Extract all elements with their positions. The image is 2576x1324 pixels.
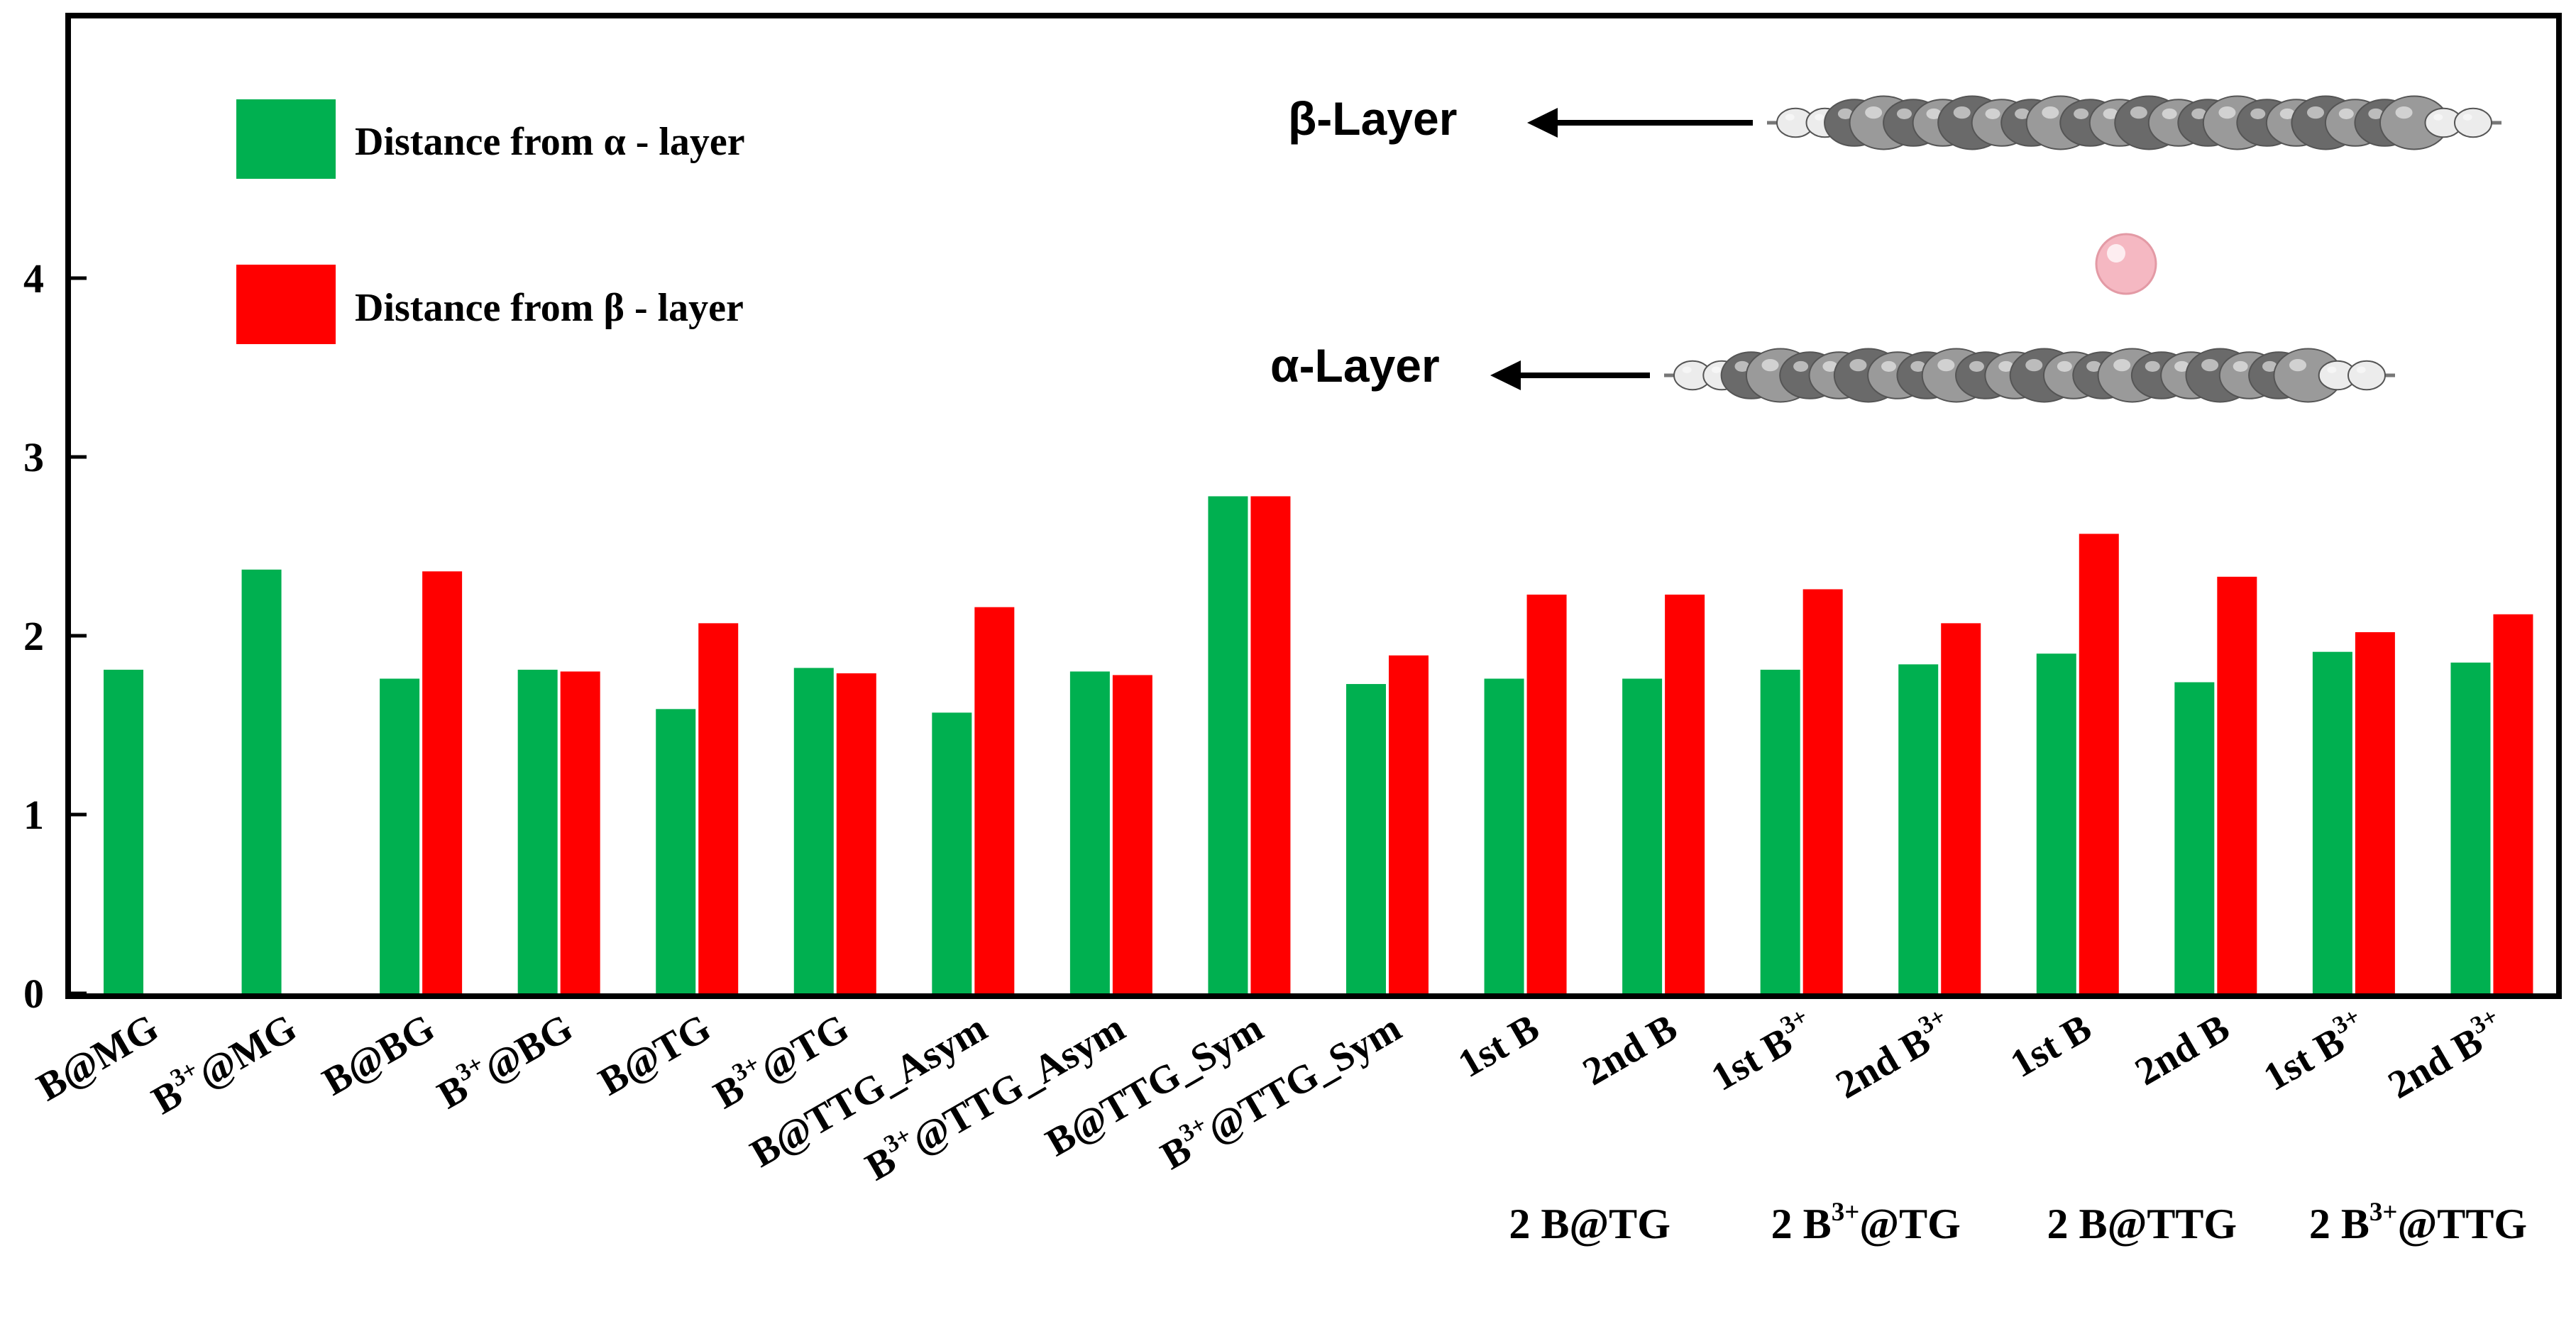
x-tick-label: 1st B [1451,1006,1547,1087]
x-tick-label: B@MG [30,1006,166,1110]
bar [1802,589,1843,993]
legend-label-beta: Distance from β - layer [355,286,744,330]
beta-graphene-sheet [1767,95,2501,150]
bar [836,673,876,993]
bar [2312,651,2352,993]
boron-atom [2095,233,2157,295]
bar [1250,496,1291,993]
y-axis: 0 1 2 3 4 [23,255,87,1017]
group-label: 2 B3+@TG [1771,1198,1961,1247]
x-tick-label: B@TG [591,1006,718,1105]
bar [1389,655,1429,993]
bar [974,607,1015,993]
bar [793,668,834,993]
molecule-illustration: β-Layer α-Layer [1270,92,2501,403]
group-label: 2 B@TTG [2047,1201,2238,1247]
y-tick-label: 3 [23,434,44,480]
bar [2036,653,2076,993]
legend-swatch-beta [236,265,336,344]
x-tick-label: B@BG [315,1006,442,1105]
alpha-graphene-sheet [1664,348,2395,403]
legend: Distance from α - layer Distance from β … [236,99,745,344]
x-tick-label: B3+@BG [428,1002,580,1118]
x-tick-label: 2nd B3+ [1827,1002,1961,1107]
bar [560,671,600,993]
bar [2217,576,2257,993]
bar [1665,595,1705,993]
y-tick-label: 1 [23,792,44,838]
x-tick-label: 2nd B3+ [2379,1002,2513,1107]
bar [1208,496,1248,993]
bar [1112,675,1152,993]
y-tick-label: 2 [23,613,44,659]
legend-label-alpha: Distance from α - layer [355,120,745,164]
y-tick-label: 0 [23,971,44,1017]
alpha-layer-label: α-Layer [1270,339,1440,392]
beta-layer-arrow [1527,108,1753,138]
bar [380,678,420,993]
bar [2493,614,2533,993]
bar [1346,684,1386,993]
bar [1760,669,1800,993]
bar [241,569,282,993]
legend-swatch-alpha [236,99,336,179]
bar [1069,671,1110,993]
bars-layer [104,496,2533,993]
group-labels: 2 B@TG 2 B3+@TG 2 B@TTG 2 B3+@TTG [1509,1198,2527,1247]
plot-frame [65,13,2562,999]
bar [104,669,143,993]
bar [2174,682,2215,993]
bar [2450,662,2491,993]
group-label: 2 B3+@TTG [2309,1198,2527,1247]
x-tick-label: 1st B3+ [1702,1002,1822,1100]
x-tick-label: B3+@MG [143,1002,304,1123]
bar [932,712,972,993]
bar [1622,678,1663,993]
y-tick-label: 4 [23,255,44,302]
bar [2079,534,2119,993]
group-label: 2 B@TG [1509,1201,1670,1247]
bar [1941,623,1981,993]
bar [656,709,696,993]
bar [517,669,558,993]
bar [1898,664,1939,993]
bar [1484,678,1524,993]
x-tick-label: 1st B3+ [2254,1002,2374,1100]
alpha-layer-arrow [1490,360,1650,390]
x-tick-label: 1st B [2003,1006,2099,1087]
x-tick-label: 2nd B [2128,1006,2237,1095]
bar [1526,595,1567,993]
x-tick-label: 2nd B [1575,1006,1685,1095]
bar [2355,631,2395,993]
beta-layer-label: β-Layer [1288,92,1457,145]
bar [698,623,739,993]
bar [422,571,463,993]
